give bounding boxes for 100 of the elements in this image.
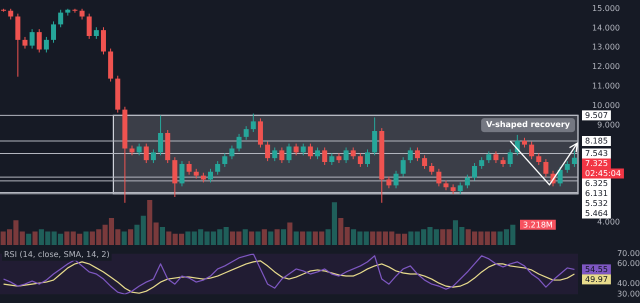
y-tick-label: 13.000 (592, 42, 620, 52)
text: 54.55 (585, 264, 608, 274)
candlestick (186, 160, 192, 176)
bar (255, 232, 261, 245)
candlestick (308, 143, 313, 160)
candlestick (572, 150, 577, 168)
candlestick (529, 141, 534, 160)
candlestick (172, 156, 178, 198)
bar (274, 229, 280, 245)
candlestick (158, 115, 164, 156)
candlestick (422, 154, 428, 170)
candlestick (558, 166, 563, 187)
y-tick-label: 10.000 (592, 100, 620, 110)
candlestick (543, 158, 548, 178)
y-tick-label: 30.00 (617, 289, 640, 298)
candlestick (358, 152, 363, 168)
bar (280, 229, 286, 245)
candlestick (486, 150, 492, 164)
ref-line-label: 6.131 (585, 189, 608, 198)
bar (122, 232, 127, 245)
candlestick (400, 156, 406, 178)
candlestick (500, 156, 506, 168)
ref-line-label: 7.543 (585, 149, 608, 158)
candlestick (222, 152, 228, 168)
candlestick (408, 147, 413, 164)
candlestick (322, 147, 328, 166)
candlestick (22, 36, 28, 50)
candlestick (294, 143, 299, 156)
candlestick (236, 133, 242, 152)
candlestick (200, 172, 206, 183)
candlestick (272, 147, 278, 162)
candlestick (536, 152, 542, 166)
candlestick (15, 13, 20, 78)
candlestick (265, 141, 270, 162)
candlestick (44, 36, 49, 53)
candlestick (94, 26, 99, 40)
candlestick (144, 143, 149, 164)
candlestick (286, 143, 292, 164)
bar (287, 222, 292, 245)
bar (300, 232, 306, 245)
candlestick (450, 184, 456, 195)
candlestick (414, 147, 420, 162)
candlestick (194, 168, 199, 180)
y-tick-label: 15.000 (592, 4, 620, 13)
candlestick (472, 162, 478, 181)
bar (32, 232, 38, 245)
chart-title: RSI (14, close, SMA, 14, 2) (4, 250, 110, 259)
ref-line-label: 8.185 (585, 136, 608, 146)
text: 49.97 (585, 274, 608, 284)
candlestick (215, 160, 220, 176)
candlestick (372, 116, 378, 156)
candlestick (58, 9, 64, 28)
ref-line-label: 5.464 (585, 209, 608, 218)
bar (306, 232, 312, 245)
annotation: 3.218M (523, 220, 553, 230)
y-tick-label: 12.000 (592, 62, 620, 72)
candlestick (564, 160, 570, 174)
candlestick (350, 147, 356, 160)
candlestick (36, 28, 42, 53)
candlestick (522, 137, 527, 148)
bar (294, 232, 299, 245)
bar (128, 229, 134, 245)
candlestick (315, 147, 320, 160)
text: 02:45:04 (585, 169, 621, 178)
candlestick (229, 145, 234, 160)
y-tick-label: 4.000 (597, 217, 620, 226)
candlestick (150, 148, 156, 164)
candlestick (458, 182, 463, 195)
y-tick-label: 40.00 (617, 279, 640, 288)
candlestick (51, 20, 56, 44)
candlestick (493, 150, 498, 164)
annotation: V-shaped recovery (486, 120, 571, 130)
candlestick (336, 152, 342, 164)
y-tick-label: 70.00 (617, 248, 640, 258)
candlestick (300, 143, 306, 156)
candlestick (208, 168, 214, 183)
y-tick-label: 14.000 (592, 23, 620, 32)
candlestick (443, 180, 448, 191)
candlestick (86, 13, 92, 40)
candlestick (279, 147, 284, 164)
candlestick (464, 174, 470, 189)
ref-line-label: 5.532 (585, 199, 608, 208)
candlestick (80, 8, 85, 20)
candlestick (394, 170, 399, 189)
bar (249, 232, 254, 245)
text: 7.325 (585, 159, 608, 168)
bar (268, 232, 274, 245)
candlestick (436, 168, 442, 187)
candlestick (30, 28, 35, 50)
candlestick (429, 162, 434, 176)
ref-line-label: 6.325 (585, 179, 608, 188)
candlestick (179, 160, 184, 187)
bar (83, 232, 89, 245)
bar (160, 227, 165, 245)
candlestick (258, 118, 263, 148)
bar (242, 229, 248, 245)
candlestick (8, 8, 14, 20)
y-tick-label: 9.000 (597, 120, 620, 130)
candlestick (244, 126, 249, 140)
y-tick-label: 60.00 (617, 258, 640, 268)
